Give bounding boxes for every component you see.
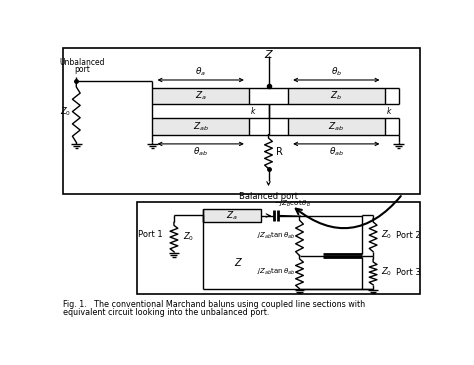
Text: $\theta_{ab}$: $\theta_{ab}$ xyxy=(329,145,344,158)
Text: $Z_0$: $Z_0$ xyxy=(183,231,194,243)
Text: $-jZ_b\cot\theta_b$: $-jZ_b\cot\theta_b$ xyxy=(274,199,311,208)
Text: Balanced port: Balanced port xyxy=(239,192,298,201)
Text: $\theta_{ab}$: $\theta_{ab}$ xyxy=(193,145,208,158)
Text: Unbalanced: Unbalanced xyxy=(60,58,105,67)
Text: equivalent circuit looking into the unbalanced port.: equivalent circuit looking into the unba… xyxy=(63,308,270,317)
Text: $Z_{ab}$: $Z_{ab}$ xyxy=(193,120,209,133)
Text: $Z_0$: $Z_0$ xyxy=(381,229,392,241)
Bar xyxy=(63,48,419,194)
Text: Port 1: Port 1 xyxy=(138,230,163,239)
Text: $Z_0$: $Z_0$ xyxy=(381,266,392,278)
Text: $jZ_{ab}\tan\theta_{ab}$: $jZ_{ab}\tan\theta_{ab}$ xyxy=(257,231,296,241)
Text: $Z_a$: $Z_a$ xyxy=(226,209,237,222)
Bar xyxy=(137,201,419,294)
Text: k: k xyxy=(251,107,255,116)
Text: $jZ_{ab}\tan\theta_{ab}$: $jZ_{ab}\tan\theta_{ab}$ xyxy=(257,267,296,277)
Text: k: k xyxy=(386,107,391,116)
Bar xyxy=(152,119,249,135)
Text: $Z_b$: $Z_b$ xyxy=(330,89,342,102)
Bar xyxy=(288,119,385,135)
Text: Fig. 1.   The conventional Marchand baluns using coupled line sections with: Fig. 1. The conventional Marchand baluns… xyxy=(63,300,365,309)
Text: $\theta_b$: $\theta_b$ xyxy=(331,66,342,78)
Text: $Z_{ab}$: $Z_{ab}$ xyxy=(328,120,344,133)
Text: Z: Z xyxy=(234,258,241,268)
Text: $Z_a$: $Z_a$ xyxy=(195,89,207,102)
Text: $\theta_a$: $\theta_a$ xyxy=(195,66,206,78)
Text: Z: Z xyxy=(264,50,272,60)
Bar xyxy=(202,208,261,222)
Bar xyxy=(152,88,249,104)
Text: Port 3: Port 3 xyxy=(396,268,421,277)
Text: Port 2: Port 2 xyxy=(396,231,421,240)
Text: $Z_0$: $Z_0$ xyxy=(60,105,71,118)
Text: R: R xyxy=(276,147,283,157)
Text: port: port xyxy=(74,65,91,74)
Bar xyxy=(288,88,385,104)
